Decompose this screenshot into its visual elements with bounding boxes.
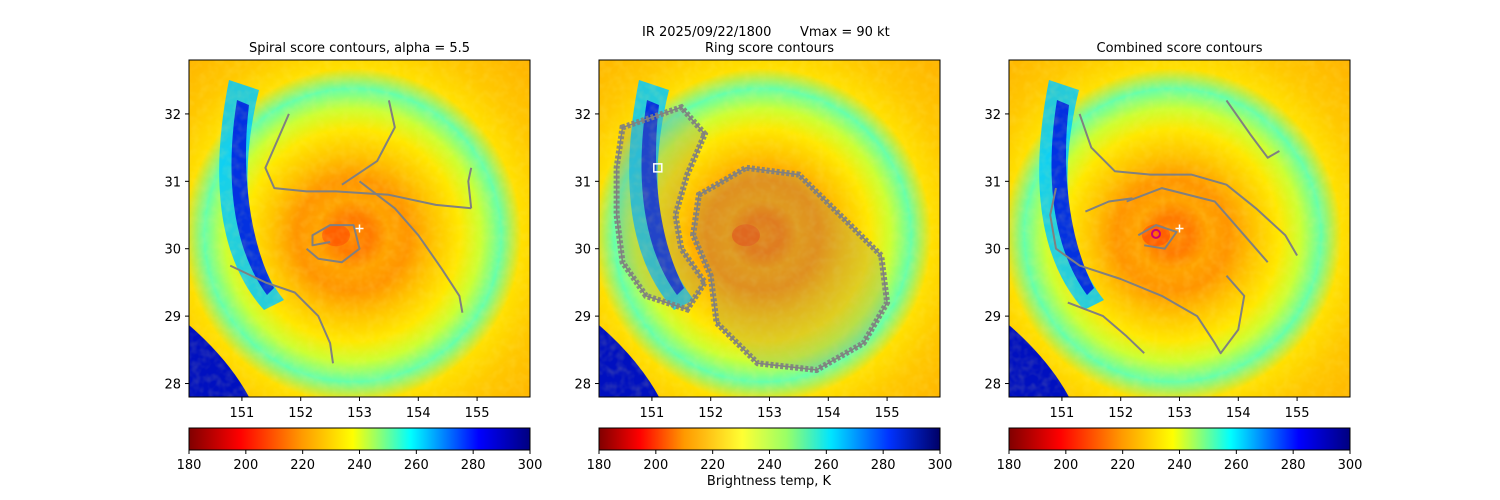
x-tick-label: 151 [1049,406,1074,421]
colorbar-tick-label: 260 [1224,458,1249,473]
score-contour-7 [1067,301,1145,354]
score-contour-6 [229,264,334,364]
x-tick-label: 155 [875,406,900,421]
colorbar-tick-label: 180 [177,458,202,473]
y-tick-label: 31 [164,175,181,190]
combined-center-marker [1150,228,1161,239]
spiral-score-panel: Spiral score contours, alpha = 5.5 151 152… [164,41,542,473]
y-tick-label: 31 [984,175,1001,190]
y-tick-label: 29 [164,310,181,325]
colorbar-tick-label: 240 [1167,458,1192,473]
x-tick-label: 154 [1226,406,1251,421]
y-tick-label: 31 [574,175,591,190]
y-tick-label: 30 [574,243,591,258]
colorbar [598,427,941,451]
ring-contour-fill-2 [692,167,888,371]
panel-title: Combined score contours [1097,41,1263,56]
colorbar [1008,427,1351,451]
y-tick-label: 30 [984,243,1001,258]
score-contour-3 [1085,197,1133,213]
storm-center-marker [1175,224,1184,233]
x-tick-label: 152 [1108,406,1133,421]
x-tick-label: 153 [757,406,782,421]
colorbar-tick-label: 220 [700,458,725,473]
combined-score-panel: Combined score contours 151 152 153 154 155 28… [984,41,1362,473]
panel-title: Spiral score contours, alpha = 5.5 [249,41,470,56]
colorbar-tick-label: 200 [233,458,258,473]
storm-center-marker [355,224,364,233]
x-tick-label: 155 [465,406,490,421]
colorbar-tick-label: 220 [290,458,315,473]
colorbar-tick-label: 240 [757,458,782,473]
colorbar-tick-label: 260 [814,458,839,473]
y-tick-label: 32 [574,108,591,123]
y-tick-label: 28 [164,378,181,393]
score-contour-5 [467,167,473,209]
colorbar-tick-label: 240 [347,458,372,473]
score-contour-2 [1126,187,1269,263]
colorbar-tick-label: 280 [461,458,486,473]
colorbar-tick-label: 300 [928,458,953,473]
score-contour-6 [1225,99,1280,159]
panel-title: Ring score contours [705,41,834,56]
x-tick-label: 154 [406,406,431,421]
colorbar-tick-label: 180 [587,458,612,473]
ring-center-marker [653,163,663,173]
colorbar-tick-label: 200 [643,458,668,473]
figure-suptitle-right: Vmax = 90 kt [800,25,890,40]
score-contour-4 [1049,187,1246,355]
colorbar-tick-label: 280 [1281,458,1306,473]
x-tick-label: 154 [816,406,841,421]
colorbar-tick-label: 180 [997,458,1022,473]
y-tick-label: 32 [164,108,181,123]
y-tick-label: 28 [574,378,591,393]
y-tick-label: 28 [984,378,1001,393]
score-contour-2 [264,113,472,210]
figure-suptitle-left: IR 2025/09/22/1800 [642,25,771,40]
score-contour-4 [358,180,464,313]
y-tick-label: 30 [164,243,181,258]
x-tick-label: 155 [1285,406,1310,421]
colorbar-tick-label: 220 [1110,458,1135,473]
x-tick-label: 153 [347,406,372,421]
colorbar-tick-label: 300 [518,458,543,473]
score-contour-5 [1078,113,1298,257]
x-tick-label: 153 [1167,406,1192,421]
colorbar [188,427,531,451]
y-tick-label: 29 [574,310,591,325]
colorbar-tick-label: 280 [871,458,896,473]
score-contour-3 [341,100,396,186]
x-tick-label: 151 [639,406,664,421]
colorbar-tick-label: 300 [1338,458,1363,473]
colorbar-tick-label: 260 [404,458,429,473]
score-contour-1 [1137,224,1178,250]
ring-contour-fill-1 [615,106,706,311]
colorbar-label: Brightness temp, K [707,474,832,489]
colorbar-tick-label: 200 [1053,458,1078,473]
x-tick-label: 151 [229,406,254,421]
ring-score-panel: Ring score contours 151 152 153 154 155 28 29 30… [574,41,952,473]
y-tick-label: 32 [984,108,1001,123]
score-contour-1 [305,224,361,264]
x-tick-label: 152 [698,406,723,421]
y-tick-label: 29 [984,310,1001,325]
x-tick-label: 152 [288,406,313,421]
